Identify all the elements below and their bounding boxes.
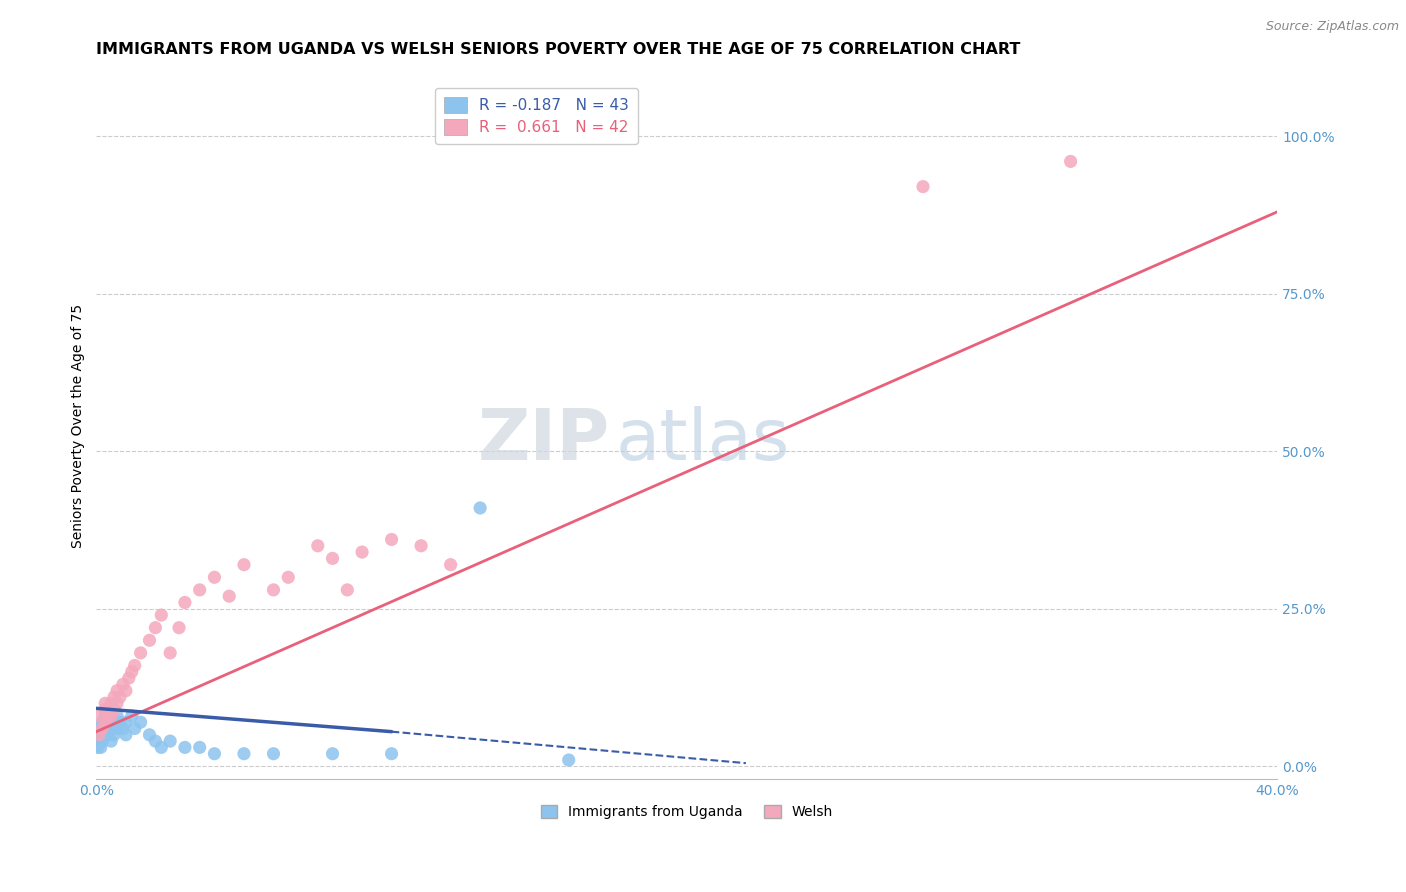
Point [115,683,138,698]
Point [91,715,114,730]
Point [336,582,359,597]
Point [322,747,344,761]
Point [103,715,125,730]
Point [91,728,114,742]
Point [94,696,117,710]
Point [91,734,114,748]
Point [105,722,128,736]
Point [188,582,211,597]
Point [129,715,152,730]
Point [121,709,143,723]
Point [89,709,111,723]
Point [97,715,120,730]
Text: ZIP: ZIP [478,406,610,475]
Point [124,722,146,736]
Point [103,703,125,717]
Point [145,734,167,748]
Point [233,558,256,572]
Point [105,696,128,710]
Point [97,709,120,723]
Text: IMMIGRANTS FROM UGANDA VS WELSH SENIORS POVERTY OVER THE AGE OF 75 CORRELATION C: IMMIGRANTS FROM UGANDA VS WELSH SENIORS … [97,42,1021,57]
Point [129,646,152,660]
Point [115,728,138,742]
Point [94,715,117,730]
Point [204,747,226,761]
Point [145,621,167,635]
Text: atlas: atlas [616,406,790,475]
Point [470,500,492,515]
Y-axis label: Seniors Poverty Over the Age of 75: Seniors Poverty Over the Age of 75 [72,304,86,548]
Point [94,722,117,736]
Point [105,683,128,698]
Point [111,677,134,691]
Point [97,722,120,736]
Point [94,703,117,717]
Point [100,709,122,723]
Point [108,690,131,704]
Point [108,715,131,730]
Point [174,740,197,755]
Point [322,551,344,566]
Point [118,671,141,685]
Point [381,533,404,547]
Point [89,722,111,736]
Point [138,728,160,742]
Point [263,747,285,761]
Point [111,722,134,736]
Point [103,690,125,704]
Point [352,545,374,559]
Point [124,658,146,673]
Point [89,728,111,742]
Point [90,740,112,755]
Point [233,747,256,761]
Point [159,734,181,748]
Point [167,621,190,635]
Point [87,740,110,755]
Point [411,539,433,553]
Point [440,558,463,572]
Point [307,539,329,553]
Point [100,734,122,748]
Point [103,728,125,742]
Point [218,589,240,603]
Point [263,582,285,597]
Point [94,728,117,742]
Point [557,753,579,767]
Point [150,740,173,755]
Point [159,646,181,660]
Point [115,715,138,730]
Point [911,179,934,194]
Point [381,747,404,761]
Point [89,734,111,748]
Point [100,722,122,736]
Point [91,722,114,736]
Point [100,696,122,710]
Point [94,715,117,730]
Point [138,633,160,648]
Point [105,709,128,723]
Point [100,709,122,723]
Point [277,570,299,584]
Point [97,703,120,717]
Point [97,728,120,742]
Point [121,665,143,679]
Point [89,728,111,742]
Point [1059,154,1081,169]
Point [94,709,117,723]
Point [150,608,173,623]
Point [91,722,114,736]
Legend: Immigrants from Uganda, Welsh: Immigrants from Uganda, Welsh [536,800,838,825]
Point [174,595,197,609]
Point [204,570,226,584]
Point [188,740,211,755]
Text: Source: ZipAtlas.com: Source: ZipAtlas.com [1265,20,1399,33]
